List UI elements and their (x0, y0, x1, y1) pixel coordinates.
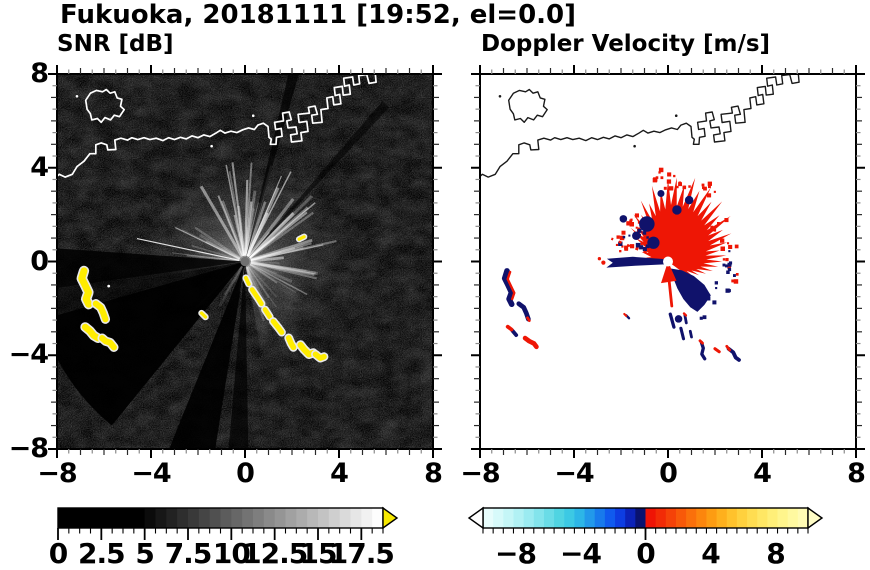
x-tick-label: 4 (330, 458, 349, 489)
velocity-positive-extras (597, 237, 677, 308)
x-tick-label: 8 (424, 458, 443, 489)
x-tick-label: −8 (37, 458, 77, 489)
snr-panel-title: SNR [dB] (57, 31, 174, 57)
snr-map (48, 65, 442, 458)
colorbar-tick-label: 7.5 (164, 537, 213, 570)
under-range-arrow (467, 506, 484, 530)
radar-site-dot (240, 256, 250, 267)
figure-title: Fukuoka, 20181111 [19:52, el=0.0] (60, 0, 577, 30)
colorbar-tick-label: −8 (495, 537, 537, 570)
colorbar-tick-label: 12.5 (242, 537, 308, 570)
snr-colorbar (57, 506, 399, 540)
velocity-panel-title: Doppler Velocity [m/s] (481, 31, 771, 57)
coastline-velocity (480, 74, 800, 178)
snr-axes-frame (48, 65, 442, 458)
x-tick-label: 4 (753, 458, 772, 489)
y-tick-label: 8 (30, 58, 49, 89)
colorbar-tick-label: 0 (48, 537, 69, 570)
over-range-arrow (382, 506, 399, 530)
x-tick-label: −4 (554, 458, 594, 489)
y-tick-label: −8 (8, 433, 49, 464)
coastline-snr (57, 74, 377, 178)
snr-echo-strokes (76, 233, 329, 363)
velocity-colorbar (467, 506, 824, 540)
y-tick-label: 0 (30, 245, 49, 277)
colorbar-tick-label: 8 (766, 537, 786, 570)
x-tick-label: 0 (659, 458, 678, 489)
y-tick-label: 4 (30, 151, 49, 183)
colorbar-tick-label: 17.5 (328, 537, 395, 570)
x-tick-label: 8 (847, 458, 866, 489)
colorbar-tick-label: 0 (636, 537, 656, 570)
velocity-negative-shapes (606, 190, 711, 341)
velocity-content-layer (480, 74, 856, 449)
colorbar-tick-label: 10 (212, 537, 251, 570)
colorbar-tick-label: −4 (560, 537, 602, 570)
colorbar-tick-label: 15 (299, 537, 338, 570)
colorbar-tick-label: 5 (135, 537, 155, 570)
x-tick-label: 0 (236, 458, 255, 489)
colorbar-tick-label: 4 (701, 537, 721, 570)
x-tick-label: −4 (131, 458, 171, 489)
x-tick-label: −8 (460, 458, 500, 489)
snr-dark-wedges (57, 74, 390, 449)
radar-site-dot (663, 256, 673, 267)
snr-content-layer (57, 74, 433, 449)
snr-white-speck (107, 284, 111, 288)
velocity-map (471, 65, 865, 458)
colorbar-tick-label: 2.5 (78, 537, 126, 570)
velocity-small-echoes (501, 268, 741, 362)
velocity-axes-frame (471, 65, 865, 458)
y-tick-label: −4 (8, 339, 49, 371)
over-range-arrow (807, 506, 824, 530)
